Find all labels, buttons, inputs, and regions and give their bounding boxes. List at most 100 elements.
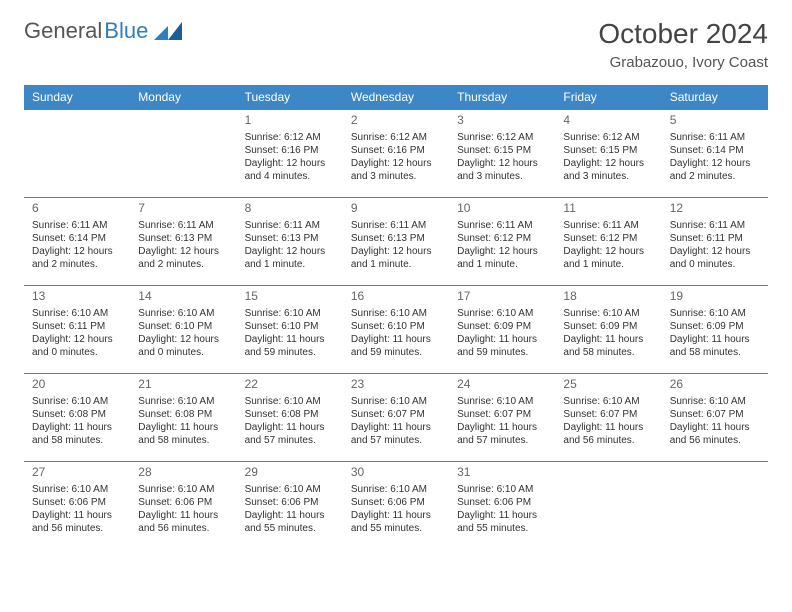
day-cell: 4Sunrise: 6:12 AMSunset: 6:15 PMDaylight…	[555, 110, 661, 198]
dayname-thursday: Thursday	[449, 85, 555, 110]
day-cell: 13Sunrise: 6:10 AMSunset: 6:11 PMDayligh…	[24, 286, 130, 374]
day-line-dl1: Daylight: 11 hours	[32, 509, 122, 522]
day-line-dl1: Daylight: 12 hours	[670, 245, 760, 258]
day-line-dl2: and 58 minutes.	[670, 346, 760, 359]
day-line-dl2: and 55 minutes.	[457, 522, 547, 535]
day-line-set: Sunset: 6:15 PM	[563, 144, 653, 157]
calendar-head: SundayMondayTuesdayWednesdayThursdayFrid…	[24, 85, 768, 110]
day-line-dl2: and 2 minutes.	[138, 258, 228, 271]
day-line-set: Sunset: 6:10 PM	[351, 320, 441, 333]
day-line-rise: Sunrise: 6:10 AM	[138, 395, 228, 408]
day-line-set: Sunset: 6:12 PM	[563, 232, 653, 245]
day-line-dl2: and 0 minutes.	[32, 346, 122, 359]
day-line-rise: Sunrise: 6:11 AM	[670, 219, 760, 232]
empty-cell	[662, 462, 768, 550]
day-line-dl1: Daylight: 12 hours	[138, 333, 228, 346]
day-line-dl1: Daylight: 12 hours	[457, 157, 547, 170]
day-line-rise: Sunrise: 6:11 AM	[32, 219, 122, 232]
day-line-set: Sunset: 6:14 PM	[670, 144, 760, 157]
day-line-dl1: Daylight: 12 hours	[138, 245, 228, 258]
day-number: 20	[32, 377, 122, 393]
day-line-dl2: and 57 minutes.	[351, 434, 441, 447]
day-line-dl1: Daylight: 11 hours	[457, 333, 547, 346]
day-line-dl1: Daylight: 11 hours	[32, 421, 122, 434]
day-line-set: Sunset: 6:09 PM	[563, 320, 653, 333]
day-line-rise: Sunrise: 6:10 AM	[457, 483, 547, 496]
week-row: 1 Sunrise: 6:12 AM Sunset: 6:16 PM Daylight…	[24, 110, 768, 198]
day-line-rise: Sunrise: 6:10 AM	[138, 483, 228, 496]
day-line-set: Sunset: 6:07 PM	[351, 408, 441, 421]
day-line-rise: Sunrise: 6:10 AM	[457, 307, 547, 320]
day-number: 9	[351, 201, 441, 217]
day-line-dl1: Daylight: 11 hours	[670, 333, 760, 346]
day-line-rise: Sunrise: 6:12 AM	[457, 131, 547, 144]
day-line-dl1: Daylight: 12 hours	[32, 333, 122, 346]
day-line-set: Sunset: 6:06 PM	[32, 496, 122, 509]
day-line-dl2: and 55 minutes.	[351, 522, 441, 535]
dayname-wednesday: Wednesday	[343, 85, 449, 110]
day-line-set: Sunset: 6:08 PM	[32, 408, 122, 421]
day-number: 1	[245, 113, 335, 129]
day-line-set: Sunset: 6:10 PM	[245, 320, 335, 333]
day-line-set: Sunset: 6:10 PM	[138, 320, 228, 333]
day-line-rise: Sunrise: 6:10 AM	[32, 483, 122, 496]
day-number: 10	[457, 201, 547, 217]
day-line-set: Sunset: 6:13 PM	[351, 232, 441, 245]
day-number: 11	[563, 201, 653, 217]
week-row: 27Sunrise: 6:10 AMSunset: 6:06 PMDayligh…	[24, 462, 768, 550]
day-line-dl2: and 59 minutes.	[351, 346, 441, 359]
day-number: 17	[457, 289, 547, 305]
week-row: 20Sunrise: 6:10 AMSunset: 6:08 PMDayligh…	[24, 374, 768, 462]
day-line-rise: Sunrise: 6:12 AM	[563, 131, 653, 144]
day-line-set: Sunset: 6:12 PM	[457, 232, 547, 245]
day-line-dl1: Daylight: 12 hours	[245, 245, 335, 258]
day-number: 30	[351, 465, 441, 481]
day-number: 25	[563, 377, 653, 393]
calendar-body: 1 Sunrise: 6:12 AM Sunset: 6:16 PM Daylight…	[24, 110, 768, 550]
day-cell: 24Sunrise: 6:10 AMSunset: 6:07 PMDayligh…	[449, 374, 555, 462]
day-number: 21	[138, 377, 228, 393]
dayname-sunday: Sunday	[24, 85, 130, 110]
day-number: 22	[245, 377, 335, 393]
day-line-rise: Sunrise: 6:10 AM	[138, 307, 228, 320]
day-cell: 16Sunrise: 6:10 AMSunset: 6:10 PMDayligh…	[343, 286, 449, 374]
day-line-dl1: Daylight: 12 hours	[670, 157, 760, 170]
day-line-dl2: and 2 minutes.	[32, 258, 122, 271]
day-line-set: Sunset: 6:16 PM	[245, 144, 335, 157]
day-cell: 12Sunrise: 6:11 AMSunset: 6:11 PMDayligh…	[662, 198, 768, 286]
empty-cell	[130, 110, 236, 198]
day-line-set: Sunset: 6:16 PM	[351, 144, 441, 157]
day-line-rise: Sunrise: 6:10 AM	[351, 307, 441, 320]
day-cell: 22Sunrise: 6:10 AMSunset: 6:08 PMDayligh…	[237, 374, 343, 462]
day-line-dl1: Daylight: 12 hours	[457, 245, 547, 258]
day-cell: 14Sunrise: 6:10 AMSunset: 6:10 PMDayligh…	[130, 286, 236, 374]
day-line-rise: Sunrise: 6:10 AM	[670, 307, 760, 320]
day-line-set: Sunset: 6:07 PM	[670, 408, 760, 421]
day-line-rise: Sunrise: 6:10 AM	[32, 395, 122, 408]
day-line-dl1: Daylight: 12 hours	[351, 245, 441, 258]
day-cell: 29Sunrise: 6:10 AMSunset: 6:06 PMDayligh…	[237, 462, 343, 550]
day-number: 24	[457, 377, 547, 393]
day-line-dl1: Daylight: 11 hours	[138, 509, 228, 522]
day-line-rise: Sunrise: 6:10 AM	[563, 395, 653, 408]
day-line-rise: Sunrise: 6:11 AM	[670, 131, 760, 144]
header: GeneralBlue October 2024 Grabazouo, Ivor…	[24, 18, 768, 71]
day-line-set: Sunset: 6:13 PM	[245, 232, 335, 245]
day-cell: 17Sunrise: 6:10 AMSunset: 6:09 PMDayligh…	[449, 286, 555, 374]
day-number: 12	[670, 201, 760, 217]
day-line-dl2: and 1 minute.	[563, 258, 653, 271]
day-line-rise: Sunrise: 6:11 AM	[563, 219, 653, 232]
day-line-dl1: Daylight: 11 hours	[245, 509, 335, 522]
day-number: 31	[457, 465, 547, 481]
day-line-dl2: and 57 minutes.	[457, 434, 547, 447]
day-line-dl1: Daylight: 12 hours	[32, 245, 122, 258]
day-line-dl2: and 0 minutes.	[138, 346, 228, 359]
day-number: 8	[245, 201, 335, 217]
day-line-set: Sunset: 6:06 PM	[138, 496, 228, 509]
day-line-dl2: and 55 minutes.	[245, 522, 335, 535]
day-line-dl2: and 58 minutes.	[563, 346, 653, 359]
day-line-dl2: and 3 minutes.	[457, 170, 547, 183]
day-line-dl1: Daylight: 12 hours	[563, 157, 653, 170]
day-line-set: Sunset: 6:15 PM	[457, 144, 547, 157]
day-cell: 25Sunrise: 6:10 AMSunset: 6:07 PMDayligh…	[555, 374, 661, 462]
